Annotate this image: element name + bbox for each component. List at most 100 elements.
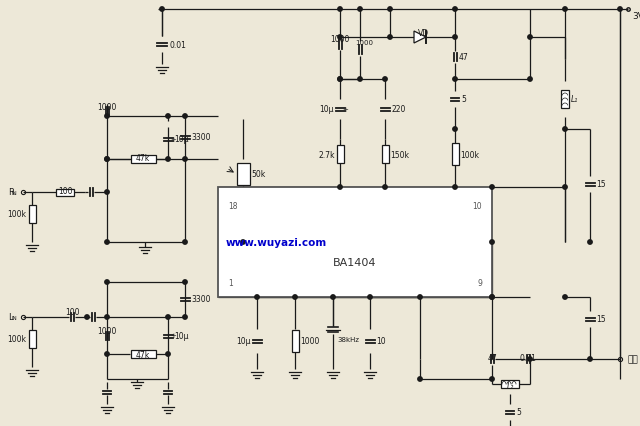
Text: 5: 5 xyxy=(461,95,466,104)
Text: 0.01: 0.01 xyxy=(520,353,536,362)
Circle shape xyxy=(105,115,109,119)
Circle shape xyxy=(563,295,567,299)
Circle shape xyxy=(490,240,494,245)
Circle shape xyxy=(563,185,567,190)
Circle shape xyxy=(105,158,109,162)
Circle shape xyxy=(338,36,342,40)
Circle shape xyxy=(528,357,532,361)
Text: 150k: 150k xyxy=(390,150,410,159)
Text: 38kHz: 38kHz xyxy=(337,336,359,342)
Circle shape xyxy=(105,190,109,195)
Circle shape xyxy=(490,377,494,381)
Text: 10µ: 10µ xyxy=(319,105,333,114)
Circle shape xyxy=(255,295,259,299)
Text: 220: 220 xyxy=(392,105,406,114)
Circle shape xyxy=(368,295,372,299)
Circle shape xyxy=(358,78,362,82)
Text: 1000: 1000 xyxy=(355,40,373,46)
Bar xyxy=(131,350,156,358)
Text: 3300: 3300 xyxy=(191,133,211,142)
Circle shape xyxy=(418,295,422,299)
Circle shape xyxy=(588,357,592,361)
Circle shape xyxy=(105,240,109,245)
Bar xyxy=(501,380,519,388)
Text: BA1404: BA1404 xyxy=(333,257,377,268)
Text: 18: 18 xyxy=(228,201,237,210)
Text: 1000: 1000 xyxy=(330,35,349,44)
Text: 1000: 1000 xyxy=(301,337,320,345)
Text: 1: 1 xyxy=(228,278,233,287)
Circle shape xyxy=(241,240,245,245)
Circle shape xyxy=(338,8,342,12)
Text: L₂: L₂ xyxy=(506,381,514,390)
Text: +: + xyxy=(171,136,177,142)
Text: 47: 47 xyxy=(487,353,497,362)
Circle shape xyxy=(338,78,342,82)
Text: 10: 10 xyxy=(376,337,386,345)
Text: www.wuyazi.com: www.wuyazi.com xyxy=(226,237,327,248)
Circle shape xyxy=(453,8,457,12)
Circle shape xyxy=(166,158,170,162)
Text: 47: 47 xyxy=(458,53,468,62)
Text: 10µ: 10µ xyxy=(175,332,189,341)
Text: 1000: 1000 xyxy=(97,103,116,112)
Bar xyxy=(337,146,344,164)
Text: IN: IN xyxy=(11,191,17,196)
Text: 3V: 3V xyxy=(632,12,640,21)
Text: +: + xyxy=(342,106,348,112)
Circle shape xyxy=(388,8,392,12)
Text: 0.01: 0.01 xyxy=(169,40,186,49)
Circle shape xyxy=(528,36,532,40)
Circle shape xyxy=(166,352,170,357)
Text: 1000: 1000 xyxy=(97,326,116,335)
Text: 10µ: 10µ xyxy=(236,337,250,345)
Circle shape xyxy=(383,78,387,82)
Text: L₁: L₁ xyxy=(571,95,579,104)
Circle shape xyxy=(183,115,188,119)
Circle shape xyxy=(183,158,188,162)
Text: 100: 100 xyxy=(58,187,72,196)
Text: 100: 100 xyxy=(65,307,79,316)
Circle shape xyxy=(490,295,494,299)
Circle shape xyxy=(588,240,592,245)
Circle shape xyxy=(453,185,457,190)
Circle shape xyxy=(528,78,532,82)
Bar xyxy=(451,144,458,166)
Text: 5: 5 xyxy=(516,408,521,417)
Circle shape xyxy=(453,36,457,40)
Text: 100k: 100k xyxy=(8,210,26,219)
Bar xyxy=(29,330,35,348)
Circle shape xyxy=(338,185,342,190)
Bar xyxy=(561,91,569,109)
Circle shape xyxy=(331,295,335,299)
Text: 47k: 47k xyxy=(136,154,150,163)
Text: VD: VD xyxy=(418,29,429,38)
Circle shape xyxy=(563,127,567,132)
Circle shape xyxy=(563,8,567,12)
Bar xyxy=(29,205,35,224)
Polygon shape xyxy=(414,32,426,44)
Text: 9: 9 xyxy=(477,278,482,287)
Text: 10µ: 10µ xyxy=(175,135,189,144)
Circle shape xyxy=(105,158,109,162)
Circle shape xyxy=(338,78,342,82)
Circle shape xyxy=(166,115,170,119)
Circle shape xyxy=(453,78,457,82)
Text: 50k: 50k xyxy=(252,170,266,179)
Circle shape xyxy=(490,185,494,190)
Text: 15: 15 xyxy=(596,315,606,324)
Bar xyxy=(381,146,388,164)
Text: 3300: 3300 xyxy=(191,295,211,304)
Circle shape xyxy=(490,295,494,299)
Circle shape xyxy=(105,315,109,320)
Circle shape xyxy=(183,315,188,320)
Text: 100k: 100k xyxy=(461,150,479,159)
Text: L: L xyxy=(8,313,13,322)
Bar xyxy=(218,187,492,297)
Circle shape xyxy=(453,127,457,132)
Circle shape xyxy=(418,377,422,381)
Circle shape xyxy=(183,280,188,285)
Bar xyxy=(291,330,298,352)
Circle shape xyxy=(105,280,109,285)
Circle shape xyxy=(183,240,188,245)
